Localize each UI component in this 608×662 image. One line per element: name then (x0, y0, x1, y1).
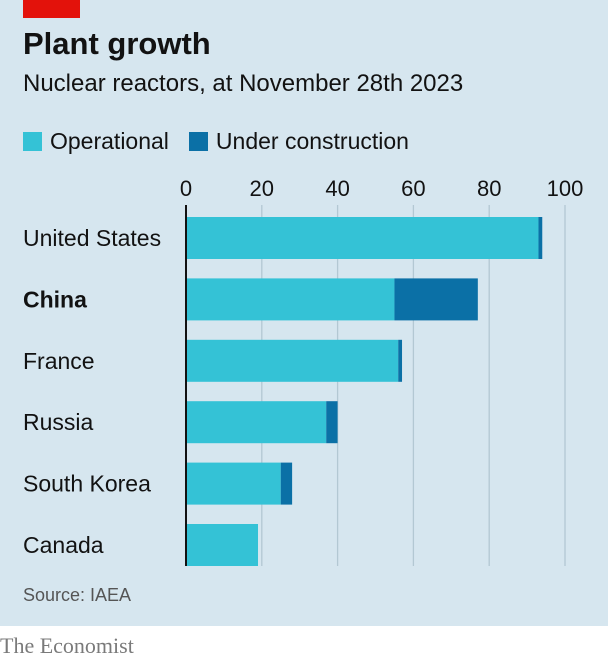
bar-france-operational (186, 339, 399, 382)
chart-title: Plant growth (23, 26, 211, 61)
bar-china-operational (186, 278, 395, 321)
category-label-united-states: United States (23, 225, 161, 251)
x-tick-label-0: 0 (180, 176, 192, 201)
legend-item-under-construction: Under construction (188, 128, 409, 155)
bar-canada-operational (186, 524, 259, 566)
x-tick-label-100: 100 (547, 176, 584, 201)
bar-russia-under-construction (326, 401, 338, 444)
source-note: Source: IAEA (23, 585, 132, 605)
x-tick-label-80: 80 (477, 176, 501, 201)
bar-south-korea-operational (186, 462, 281, 505)
x-tick-label-60: 60 (401, 176, 425, 201)
x-tick-label-40: 40 (325, 176, 349, 201)
bar-france-under-construction (398, 339, 403, 382)
legend-label-operational: Operational (50, 128, 169, 154)
brand-red-tag (23, 0, 80, 18)
x-tick-label-20: 20 (250, 176, 274, 201)
legend-label-under-construction: Under construction (215, 128, 409, 154)
brand-wordmark: The Economist (0, 633, 134, 658)
bar-china-under-construction (394, 278, 478, 321)
bar-chart: 0 20 40 60 80 100 United States China France Russ… (23, 176, 584, 566)
category-label-france: France (23, 348, 95, 374)
chart-subtitle: Nuclear reactors, at November 28th 2023 (23, 70, 464, 97)
legend-item-operational: Operational (23, 128, 169, 155)
bar-united-states-operational (186, 217, 539, 259)
bar-united-states-under-construction (538, 217, 543, 259)
category-label-canada: Canada (23, 532, 104, 558)
category-label-south-korea: South Korea (23, 471, 151, 497)
legend-swatch-operational (23, 132, 42, 151)
bar-russia-operational (186, 401, 327, 444)
category-label-russia: Russia (23, 409, 94, 435)
bar-south-korea-under-construction (280, 462, 293, 505)
category-label-china: China (23, 286, 87, 312)
legend-swatch-under-construction (188, 132, 208, 151)
legend: Operational Under construction (23, 128, 429, 155)
